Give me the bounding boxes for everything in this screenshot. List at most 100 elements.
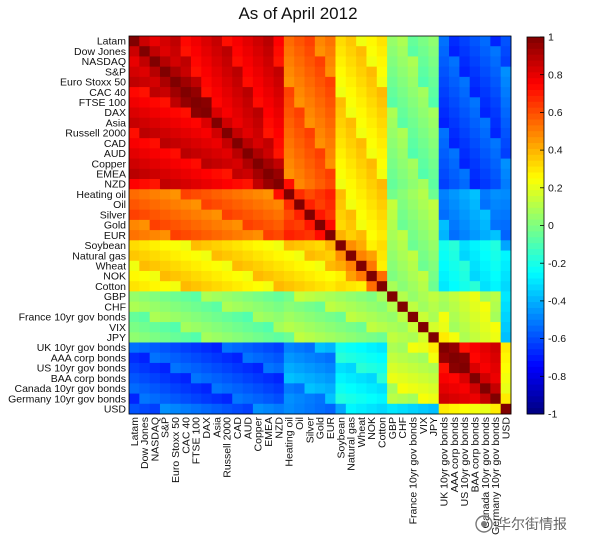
heatmap-cell xyxy=(201,240,212,251)
heatmap-cell xyxy=(232,403,243,415)
heatmap-cell xyxy=(449,352,460,364)
colorbar-segment xyxy=(527,231,544,238)
heatmap-cell xyxy=(376,56,388,68)
heatmap-cell xyxy=(397,383,409,394)
heatmap-cell xyxy=(283,230,295,241)
colorbar-segment xyxy=(527,213,544,221)
heatmap-cell xyxy=(387,301,398,313)
heatmap-cell xyxy=(500,138,512,149)
heatmap-cell xyxy=(325,76,336,88)
heatmap-cell xyxy=(407,322,419,333)
heatmap-cell xyxy=(149,117,161,129)
heatmap-cell xyxy=(438,158,450,170)
heatmap-cell xyxy=(149,209,161,221)
heatmap-cell xyxy=(273,393,285,405)
heatmap-cell xyxy=(211,189,223,200)
heatmap-cell xyxy=(242,322,254,333)
heatmap-cell xyxy=(469,199,481,211)
heatmap-cell xyxy=(170,189,182,200)
heatmap-cell xyxy=(438,322,450,333)
heatmap-cell xyxy=(407,393,419,405)
heatmap-cell xyxy=(407,373,419,384)
heatmap-cell xyxy=(252,127,264,139)
heatmap-cell xyxy=(201,270,212,282)
heatmap-cell xyxy=(345,179,357,190)
heatmap-cell xyxy=(190,179,202,190)
heatmap-cell xyxy=(304,76,316,88)
heatmap-cell xyxy=(180,36,192,47)
heatmap-cell xyxy=(335,127,347,139)
heatmap-cell xyxy=(129,138,140,149)
heatmap-cell xyxy=(129,342,140,354)
heatmap-cell xyxy=(345,352,357,364)
heatmap-cell xyxy=(345,403,357,415)
heatmap-cell xyxy=(211,179,223,190)
heatmap-cell xyxy=(304,403,316,415)
y-tick-label: Cotton xyxy=(95,281,126,293)
heatmap-cell xyxy=(159,66,171,78)
heatmap-cell xyxy=(345,311,357,323)
heatmap-cell xyxy=(335,138,347,149)
heatmap-cell xyxy=(283,270,295,282)
heatmap-cell xyxy=(221,148,233,159)
x-tick-label: Natural gas xyxy=(346,417,358,471)
heatmap-cell xyxy=(304,240,316,251)
heatmap-cell xyxy=(304,362,316,374)
heatmap-cell xyxy=(283,148,295,159)
heatmap-cell xyxy=(376,332,388,343)
heatmap-cell xyxy=(232,260,243,272)
heatmap-cell xyxy=(273,117,285,129)
heatmap-cell xyxy=(335,97,347,108)
heatmap-cell xyxy=(325,209,336,221)
heatmap-cell xyxy=(273,168,285,180)
heatmap-cell xyxy=(469,87,481,98)
heatmap-cell xyxy=(201,260,212,272)
heatmap-cell xyxy=(232,66,243,78)
heatmap-cell xyxy=(459,46,471,57)
heatmap-cell xyxy=(387,291,398,303)
x-tick-label: BAA corp bonds xyxy=(469,417,481,492)
heatmap-cell xyxy=(325,168,336,180)
heatmap-cell xyxy=(139,393,151,405)
heatmap-cell xyxy=(263,322,274,333)
heatmap-cell xyxy=(387,342,398,354)
heatmap-cell xyxy=(159,97,171,108)
heatmap-cell xyxy=(252,107,264,119)
heatmap-cell xyxy=(304,138,316,149)
heatmap-cell xyxy=(294,352,305,364)
heatmap-cell xyxy=(407,311,419,323)
heatmap-cell xyxy=(490,148,502,159)
heatmap-cell xyxy=(159,240,171,251)
heatmap-cell xyxy=(490,179,502,190)
heatmap-cell xyxy=(211,46,223,57)
colorbar-tick-label: -1 xyxy=(548,409,557,421)
heatmap-cell xyxy=(190,322,202,333)
heatmap-cell xyxy=(159,219,171,231)
heatmap-cell xyxy=(449,250,460,262)
heatmap-cell xyxy=(180,322,192,333)
heatmap-cell xyxy=(366,56,378,68)
heatmap-cell xyxy=(325,403,336,415)
heatmap-cell xyxy=(438,230,450,241)
heatmap-cell xyxy=(304,332,316,343)
heatmap-cell xyxy=(211,219,223,231)
colorbar-segment xyxy=(527,296,544,303)
heatmap-cell xyxy=(500,260,512,272)
heatmap-cell xyxy=(263,270,274,282)
heatmap-cell xyxy=(283,373,295,384)
heatmap-cell xyxy=(129,240,140,251)
heatmap-cell xyxy=(263,56,274,68)
colorbar-segment xyxy=(527,360,544,368)
heatmap-cell xyxy=(356,352,367,364)
heatmap-cell xyxy=(242,342,254,354)
heatmap-cell xyxy=(356,179,367,190)
heatmap-cell xyxy=(500,179,512,190)
heatmap-cell xyxy=(149,199,161,211)
heatmap-cell xyxy=(139,127,151,139)
heatmap-cell xyxy=(180,209,192,221)
heatmap-cell xyxy=(469,240,481,251)
heatmap-cell xyxy=(242,87,254,98)
heatmap-cell xyxy=(376,270,388,282)
heatmap-cell xyxy=(314,158,326,170)
heatmap-cell xyxy=(273,138,285,149)
